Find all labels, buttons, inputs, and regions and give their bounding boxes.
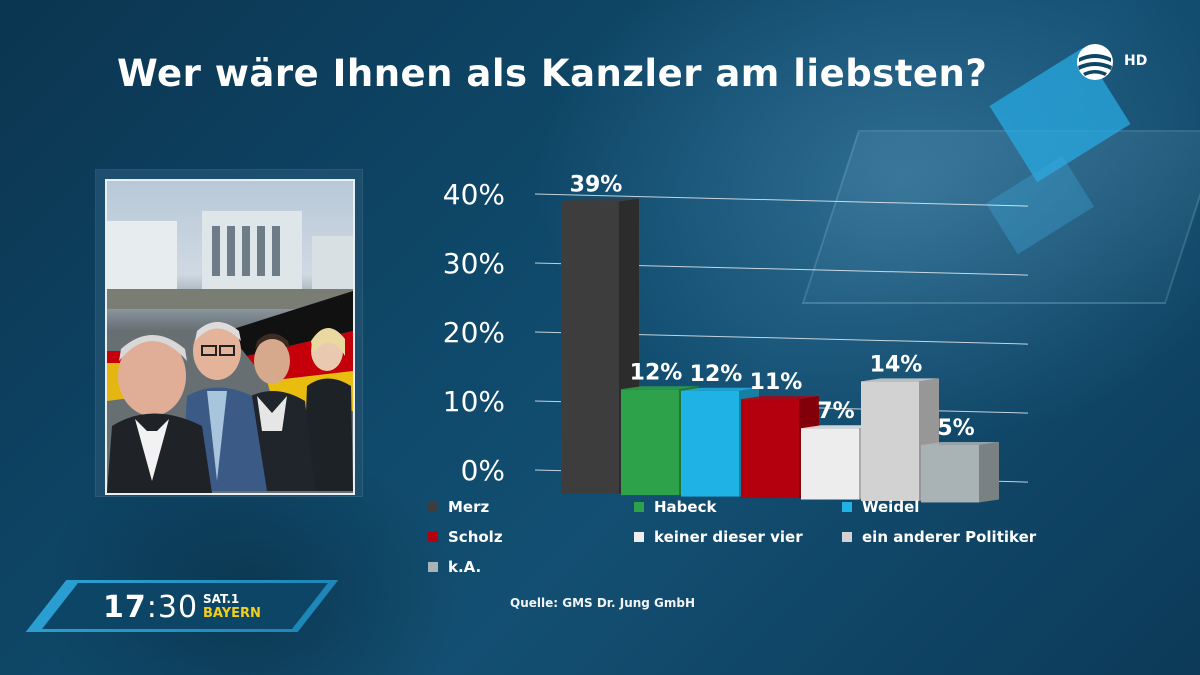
bar-top <box>561 198 639 202</box>
hd-badge: HD <box>1124 53 1148 69</box>
bar <box>861 381 919 501</box>
clock-hours: 17 <box>103 590 147 625</box>
source-note: Quelle: GMS Dr. Jung GmbH <box>510 596 696 610</box>
legend-item: keiner dieser vier <box>634 528 803 546</box>
legend-swatch <box>842 532 852 542</box>
data-label: 5% <box>937 416 974 441</box>
bar <box>801 428 859 500</box>
bar-top <box>801 425 879 429</box>
data-label: 12% <box>690 362 743 387</box>
y-tick-label: 10% <box>443 385 505 418</box>
candidates-illustration <box>107 211 353 493</box>
legend-swatch <box>842 502 852 512</box>
page-title: Wer wäre Ihnen als Kanzler am liebsten? <box>117 52 988 95</box>
y-tick-label: 20% <box>443 316 505 349</box>
bar-top <box>681 387 759 391</box>
channel-region: BAYERN <box>203 606 261 621</box>
channel-name: SAT.1 <box>203 592 240 606</box>
legend-item: Merz <box>428 498 489 516</box>
bar <box>681 390 739 497</box>
bar-side <box>979 441 999 503</box>
data-label: 14% <box>870 352 923 377</box>
legend-swatch <box>428 532 438 542</box>
bar-top <box>741 396 819 400</box>
legend-swatch <box>428 562 438 572</box>
bar <box>561 201 619 494</box>
legend-label: Habeck <box>654 498 717 516</box>
y-tick-label: 40% <box>443 178 505 211</box>
legend-swatch <box>428 502 438 512</box>
legend-label: keiner dieser vier <box>654 528 803 546</box>
gridline <box>534 193 1029 207</box>
bar <box>621 389 679 496</box>
photo-frame <box>105 179 355 495</box>
legend-item: Scholz <box>428 528 503 546</box>
legend-swatch <box>634 502 644 512</box>
legend-label: ein anderer Politiker <box>862 528 1037 546</box>
legend-swatch <box>634 532 644 542</box>
legend-label: Merz <box>448 498 490 516</box>
sat1-logo-icon <box>1077 44 1113 80</box>
y-tick-label: 0% <box>461 454 505 487</box>
candidates-photo <box>96 170 362 496</box>
legend-item: ein anderer Politiker <box>842 528 1036 546</box>
legend-label: k.A. <box>448 558 482 576</box>
bar <box>741 399 799 499</box>
legend-label: Weidel <box>862 498 920 516</box>
legend-item: Habeck <box>634 498 716 516</box>
bar-top <box>921 441 999 445</box>
y-tick-label: 30% <box>443 247 505 280</box>
legend-item: k.A. <box>428 558 481 576</box>
data-label: 12% <box>630 360 683 385</box>
clock-minutes: 30 <box>157 590 199 625</box>
data-label: 39% <box>570 173 623 198</box>
legend-item: Weidel <box>842 498 919 516</box>
data-label: 7% <box>817 399 854 424</box>
legend-label: Scholz <box>448 528 503 546</box>
clock-separator: : <box>146 590 158 625</box>
bar-top <box>621 386 699 390</box>
bar-top <box>861 378 939 382</box>
bar <box>921 444 979 503</box>
clock-time: 17:30 <box>103 590 198 625</box>
data-label: 11% <box>750 370 803 395</box>
